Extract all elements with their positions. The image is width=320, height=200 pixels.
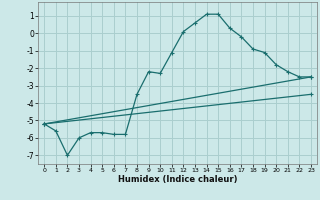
- X-axis label: Humidex (Indice chaleur): Humidex (Indice chaleur): [118, 175, 237, 184]
